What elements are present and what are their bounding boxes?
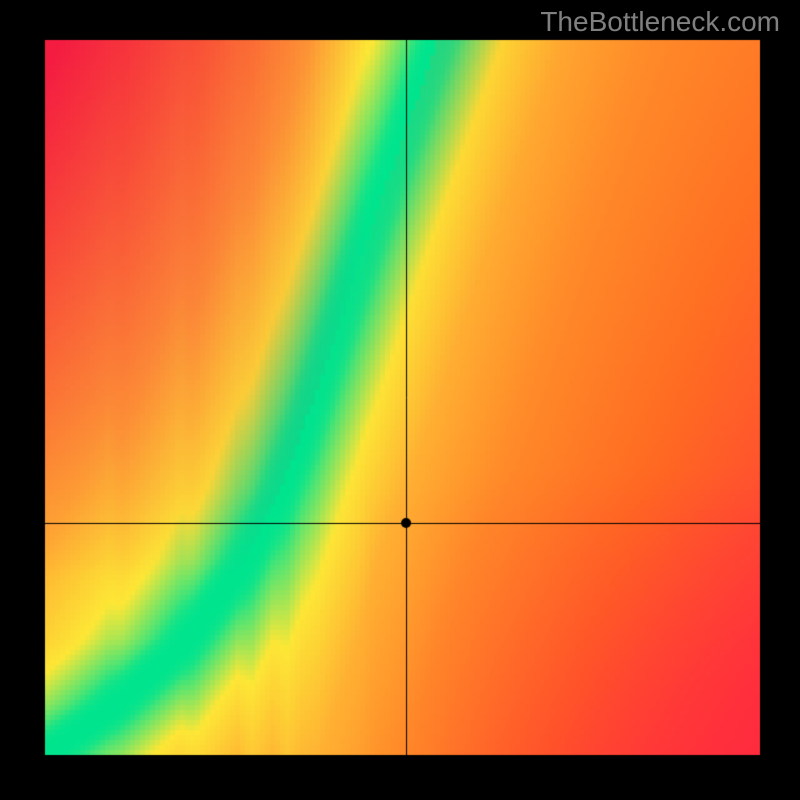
heatmap-canvas <box>0 0 800 800</box>
chart-container: TheBottleneck.com <box>0 0 800 800</box>
watermark-text: TheBottleneck.com <box>540 6 780 38</box>
